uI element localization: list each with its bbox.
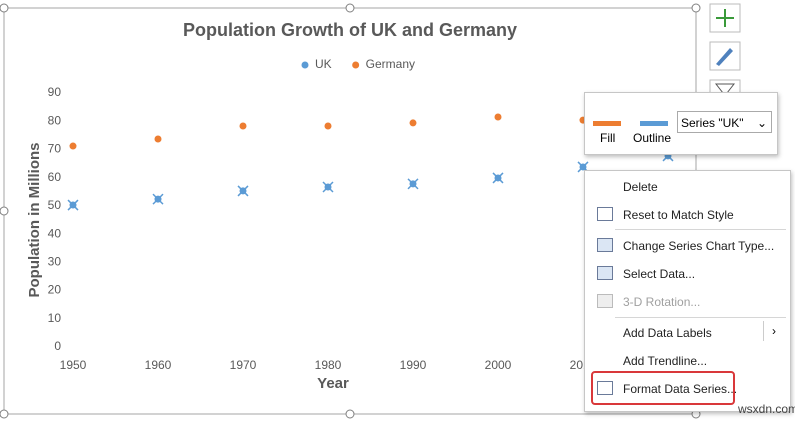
x-tick-label: 2000 — [485, 358, 512, 372]
series-select-text: Series "UK" — [681, 116, 744, 130]
point — [239, 122, 247, 130]
fill-icon[interactable] — [593, 99, 621, 126]
menu-item-disabled: 3-D Rotation... — [623, 295, 701, 309]
menu-item[interactable]: Add Data Labels — [623, 326, 712, 340]
menu-icon — [597, 207, 613, 221]
legend-marker — [352, 61, 360, 69]
outline-button[interactable]: Outline — [633, 131, 672, 145]
selection-handle — [492, 172, 504, 184]
y-tick-label: 0 — [54, 339, 61, 353]
chart-title: Population Growth of UK and Germany — [183, 20, 517, 40]
y-tick-label: 10 — [48, 311, 62, 325]
x-tick-label: 1970 — [230, 358, 257, 372]
menu-item[interactable]: Reset to Match Style — [623, 208, 734, 222]
selection-handle — [152, 193, 164, 205]
menu-item[interactable]: Format Data Series... — [623, 382, 738, 396]
outline-icon[interactable] — [640, 99, 668, 126]
watermark: wsxdn.com — [738, 402, 795, 416]
fill-button[interactable]: Fill — [600, 131, 616, 145]
y-tick-label: 20 — [48, 283, 62, 297]
y-tick-label: 90 — [48, 85, 62, 99]
selection-handle — [67, 199, 79, 211]
x-axis-label: Year — [317, 375, 349, 392]
menu-separator — [615, 229, 786, 230]
menu-icon — [597, 266, 613, 280]
point — [154, 135, 162, 143]
highlight-box — [591, 371, 735, 405]
context-menu: Delete Reset to Match Style Change Serie… — [584, 170, 791, 412]
menu-item[interactable]: Delete — [623, 180, 658, 194]
side-buttons[interactable] — [709, 3, 741, 101]
y-tick-label: 50 — [48, 198, 62, 212]
plot: 0 10 20 30 40 50 60 70 80 90 1950 1960 1970 1980 1990 2… — [48, 57, 682, 372]
brush-icon — [716, 48, 733, 66]
selection-handle — [237, 185, 249, 197]
plus-icon — [716, 9, 734, 27]
menu-item[interactable]: Select Data... — [623, 267, 696, 281]
x-tick-label: 1990 — [400, 358, 427, 372]
menu-icon — [597, 294, 613, 308]
y-tick-label: 70 — [48, 142, 62, 156]
point — [409, 119, 417, 127]
menu-separator — [615, 317, 786, 318]
x-tick-label: 1980 — [315, 358, 342, 372]
x-tick-label: 1960 — [145, 358, 172, 372]
dropdown-arrow: ⌄ — [756, 116, 767, 130]
y-axis-label: Population in Millions — [26, 143, 43, 298]
y-tick-label: 80 — [48, 113, 62, 127]
format-toolbar: Fill Outline Series "UK" ⌄ — [584, 92, 778, 155]
series-select[interactable]: Series "UK" ⌄ — [677, 111, 772, 133]
menu-item[interactable]: Change Series Chart Type... — [623, 239, 775, 253]
y-tick-label: 30 — [48, 255, 62, 269]
selection-handle — [407, 178, 419, 190]
legend-marker — [301, 61, 309, 69]
legend-label: UK — [315, 57, 332, 71]
menu-icon — [597, 381, 613, 395]
menu-item[interactable]: Add Trendline... — [623, 354, 708, 368]
point — [69, 142, 77, 150]
menu-icon — [597, 238, 613, 252]
point — [494, 113, 502, 121]
y-tick-label: 40 — [48, 226, 62, 240]
resize-handles — [0, 3, 701, 419]
legend-label: Germany — [366, 57, 415, 71]
x-tick-label: 1950 — [60, 358, 87, 372]
point — [324, 122, 332, 130]
selection-handle — [322, 181, 334, 193]
submenu-arrow: › — [763, 321, 776, 341]
y-tick-label: 60 — [48, 170, 62, 184]
